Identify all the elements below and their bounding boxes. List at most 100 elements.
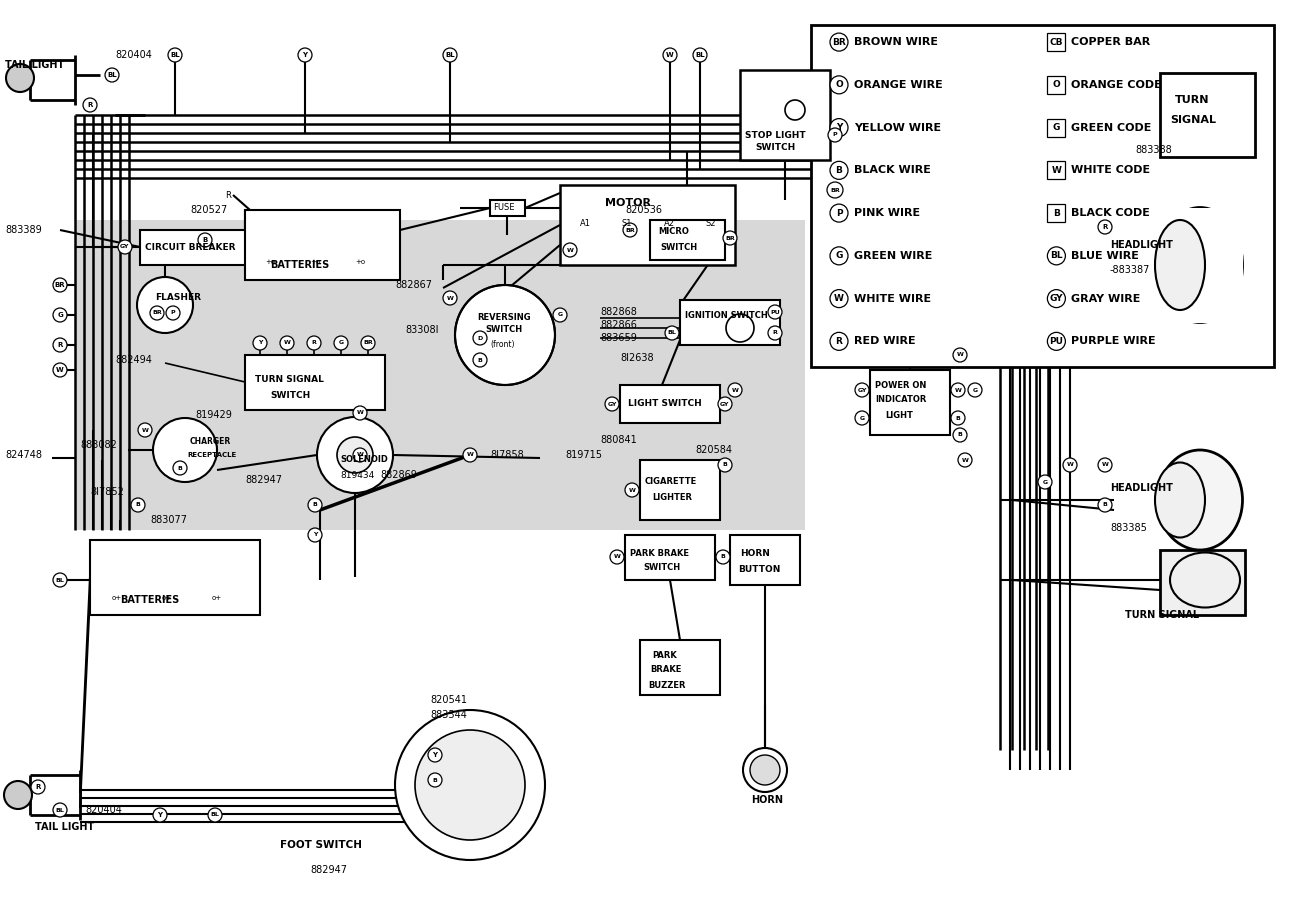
Circle shape <box>166 306 180 320</box>
Text: GREEN WIRE: GREEN WIRE <box>853 251 932 261</box>
Text: PINK WIRE: PINK WIRE <box>853 208 920 218</box>
Circle shape <box>625 483 639 497</box>
Text: 820536: 820536 <box>625 205 662 215</box>
Text: 882947: 882947 <box>245 475 282 485</box>
Text: ORANGE WIRE: ORANGE WIRE <box>853 80 942 90</box>
Text: COPPER BAR: COPPER BAR <box>1071 37 1151 47</box>
Text: TAIL LIGHT: TAIL LIGHT <box>35 822 94 832</box>
Text: W: W <box>1052 166 1061 175</box>
Text: 819429: 819429 <box>194 410 232 420</box>
Circle shape <box>693 48 707 62</box>
Text: Y: Y <box>258 340 262 346</box>
Circle shape <box>117 240 132 254</box>
Text: o+: o+ <box>211 595 222 601</box>
Text: SIGNAL: SIGNAL <box>1171 115 1216 125</box>
Text: Y: Y <box>835 123 842 132</box>
Circle shape <box>472 353 487 367</box>
Circle shape <box>562 243 577 257</box>
Text: W: W <box>356 410 363 416</box>
Bar <box>729 535 800 585</box>
Circle shape <box>415 730 525 840</box>
Text: 883544: 883544 <box>431 710 467 720</box>
Bar <box>639 460 720 520</box>
Text: PU: PU <box>1049 337 1064 346</box>
Text: 882866: 882866 <box>600 320 637 330</box>
Text: STOP LIGHT: STOP LIGHT <box>745 130 805 140</box>
Text: GY: GY <box>120 245 129 249</box>
Text: R: R <box>835 337 843 346</box>
Text: 8I7852: 8I7852 <box>90 487 124 497</box>
Circle shape <box>281 336 294 350</box>
Text: CHARGER: CHARGER <box>191 437 231 446</box>
Text: 819434: 819434 <box>341 471 375 480</box>
Circle shape <box>207 808 222 822</box>
Circle shape <box>663 48 677 62</box>
Circle shape <box>1098 220 1112 234</box>
Text: MICRO: MICRO <box>658 228 689 237</box>
Circle shape <box>830 247 848 265</box>
Text: CIRCUIT BREAKER: CIRCUIT BREAKER <box>145 242 235 251</box>
Text: R: R <box>312 340 316 346</box>
Text: BL: BL <box>56 578 64 582</box>
Circle shape <box>428 748 442 762</box>
Circle shape <box>830 119 848 137</box>
Circle shape <box>830 161 848 179</box>
Ellipse shape <box>1155 220 1205 310</box>
Text: BR: BR <box>363 340 373 346</box>
Text: G: G <box>860 416 864 420</box>
Circle shape <box>395 710 545 860</box>
Text: W: W <box>283 340 291 346</box>
Text: R: R <box>224 191 231 200</box>
Text: W: W <box>957 353 963 357</box>
Text: o+: o+ <box>112 595 123 601</box>
Ellipse shape <box>1158 450 1242 550</box>
Circle shape <box>743 748 787 792</box>
Circle shape <box>334 336 348 350</box>
Text: SWITCH: SWITCH <box>756 143 795 152</box>
Text: BROWN WIRE: BROWN WIRE <box>853 37 938 47</box>
Text: 883077: 883077 <box>150 515 187 525</box>
Text: 883388: 883388 <box>1135 145 1172 155</box>
Bar <box>140 230 260 265</box>
Text: P: P <box>833 132 838 138</box>
Bar <box>1048 33 1065 51</box>
Circle shape <box>253 336 268 350</box>
Text: 8I2638: 8I2638 <box>620 353 654 363</box>
Circle shape <box>168 48 181 62</box>
Circle shape <box>308 528 322 542</box>
Circle shape <box>54 573 67 587</box>
Text: Y: Y <box>313 533 317 537</box>
Text: +o: +o <box>355 259 365 265</box>
Text: W: W <box>56 367 64 373</box>
Bar <box>810 25 1274 367</box>
Text: FLASHER: FLASHER <box>155 292 201 302</box>
Circle shape <box>54 338 67 352</box>
Text: W: W <box>666 52 673 58</box>
Circle shape <box>830 204 848 222</box>
Text: -883387: -883387 <box>1111 265 1151 275</box>
Text: TURN: TURN <box>1174 95 1210 105</box>
Text: B: B <box>202 237 207 243</box>
Text: 882494: 882494 <box>115 355 151 365</box>
Text: GY: GY <box>720 401 729 407</box>
Text: B: B <box>835 166 843 175</box>
Text: W: W <box>962 457 968 463</box>
Circle shape <box>308 498 322 512</box>
Circle shape <box>622 223 637 237</box>
Text: B: B <box>1103 502 1108 508</box>
Text: 880841: 880841 <box>600 435 637 445</box>
Circle shape <box>958 453 972 467</box>
Text: REVERSING: REVERSING <box>478 312 531 321</box>
Circle shape <box>317 417 393 493</box>
Text: R: R <box>57 342 63 348</box>
Circle shape <box>298 48 312 62</box>
Text: BLUE WIRE: BLUE WIRE <box>1071 251 1139 261</box>
Text: W: W <box>141 428 149 433</box>
Bar <box>650 220 726 260</box>
Text: BATTERIES: BATTERIES <box>270 260 329 270</box>
Circle shape <box>786 100 805 120</box>
Text: BL: BL <box>107 72 117 78</box>
Text: BL: BL <box>210 813 219 817</box>
Text: 824748: 824748 <box>5 450 42 460</box>
Text: LIGHT: LIGHT <box>885 410 914 419</box>
